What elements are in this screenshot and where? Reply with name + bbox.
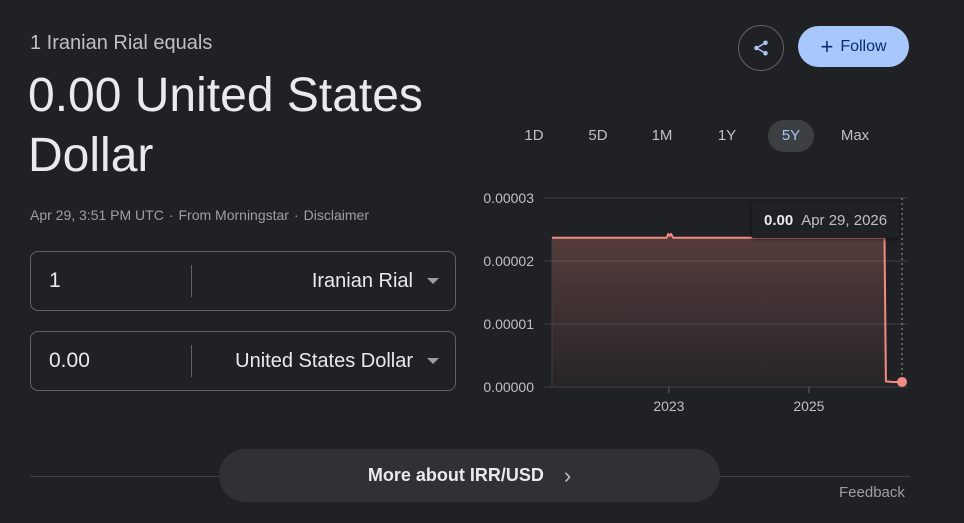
share-icon bbox=[754, 40, 768, 56]
follow-button[interactable]: + Follow bbox=[798, 26, 909, 67]
tooltip-value: 0.00 bbox=[764, 211, 794, 229]
to-amount-input[interactable]: 0.00 bbox=[49, 349, 90, 372]
quote-source: From Morningstar bbox=[178, 207, 289, 223]
meta-separator: · bbox=[293, 207, 299, 223]
y-tick-label: 0.00003 bbox=[483, 190, 534, 206]
disclaimer-link[interactable]: Disclaimer bbox=[303, 207, 369, 223]
chart-tooltip: 0.00 Apr 29, 2026 bbox=[752, 202, 900, 238]
from-currency-select[interactable]: Iranian Rial bbox=[311, 270, 413, 292]
tooltip-date: Apr 29, 2026 bbox=[801, 211, 888, 229]
y-tick-label: 0.00001 bbox=[483, 316, 534, 332]
meta-separator: · bbox=[168, 207, 174, 223]
dropdown-caret-icon[interactable] bbox=[427, 278, 439, 284]
hover-point bbox=[897, 376, 907, 387]
range-tab-1d[interactable]: 1D bbox=[524, 127, 544, 144]
more-about-label: More about IRR/USD bbox=[367, 465, 544, 485]
conversion-subtitle: 1 Iranian Rial equals bbox=[30, 32, 213, 54]
y-tick-label: 0.00002 bbox=[483, 253, 534, 269]
from-amount-input[interactable]: 1 bbox=[49, 269, 61, 292]
quote-meta: Apr 29, 3:51 PM UTC · From Morningstar · Dis… bbox=[30, 207, 369, 223]
conversion-result: 0.00 United States Dollar bbox=[28, 69, 423, 182]
from-currency-row: 1 Iranian Rial bbox=[30, 251, 456, 311]
divider bbox=[191, 265, 192, 297]
range-tab-1m[interactable]: 1M bbox=[651, 127, 673, 144]
feedback-link[interactable]: Feedback bbox=[839, 484, 905, 501]
range-tab-5y[interactable]: 5Y bbox=[768, 120, 814, 152]
more-about-button[interactable]: More about IRR/USD › bbox=[219, 449, 720, 502]
range-tab-5d[interactable]: 5D bbox=[588, 127, 608, 144]
quote-timestamp: Apr 29, 3:51 PM UTC bbox=[30, 207, 164, 223]
range-tab-max[interactable]: Max bbox=[840, 127, 870, 144]
chevron-right-icon: › bbox=[563, 462, 572, 488]
divider bbox=[191, 345, 192, 377]
x-tick-label: 2025 bbox=[793, 398, 824, 414]
y-tick-label: 0.00000 bbox=[483, 379, 534, 395]
to-currency-select[interactable]: United States Dollar bbox=[235, 350, 413, 372]
plus-icon: + bbox=[820, 33, 834, 59]
range-tab-1y[interactable]: 1Y bbox=[717, 127, 737, 144]
share-button[interactable] bbox=[738, 25, 784, 71]
series-line bbox=[552, 232, 902, 383]
dropdown-caret-icon[interactable] bbox=[427, 358, 439, 364]
series-area bbox=[552, 233, 902, 387]
to-currency-row: 0.00 United States Dollar bbox=[30, 331, 456, 391]
follow-label: Follow bbox=[840, 37, 887, 55]
x-tick-label: 2023 bbox=[653, 398, 684, 414]
